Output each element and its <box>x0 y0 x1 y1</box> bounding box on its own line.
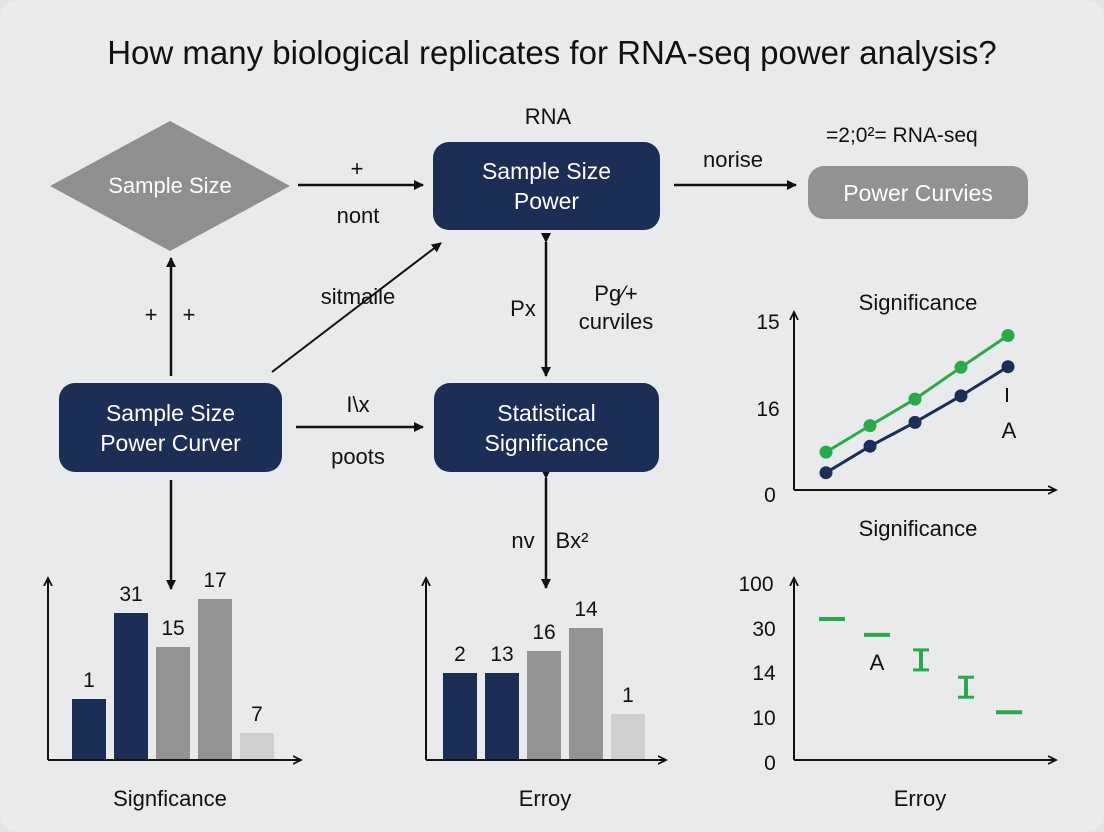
sample-size-diamond <box>50 121 290 251</box>
bar-2-2 <box>527 651 561 759</box>
bar-1-1 <box>114 613 148 759</box>
diamond-label: Sample Size <box>108 173 232 198</box>
line-chart-ytick-1: 16 <box>756 398 779 421</box>
bar-label-1-4: 7 <box>251 703 263 726</box>
rna-caption: RNA <box>524 104 572 129</box>
bar-label-2-4: 1 <box>622 684 634 707</box>
line-point-navy-4 <box>1001 360 1015 374</box>
page-title: How many biological replicates for RNA-s… <box>107 34 997 71</box>
arrow-diagonal <box>271 242 442 373</box>
line-point-green-2 <box>908 392 922 406</box>
power-curver-box: Sample Size Power Curver <box>59 383 282 472</box>
arrow-label-bx: Bx² <box>555 528 589 553</box>
bar-label-1-1: 31 <box>119 583 142 606</box>
statistical-significance-box: Statistical Significance <box>434 383 659 472</box>
line-point-navy-1 <box>863 439 877 453</box>
line-point-green-1 <box>863 419 877 433</box>
line-chart-annotation: A <box>1002 418 1017 443</box>
bar-chart-2-xlabel: Erroy <box>519 786 572 811</box>
bar-chart-2: 2 13 16 14 1 Erroy <box>426 578 666 811</box>
line-chart-ytick-0: 15 <box>756 311 779 334</box>
arrow-label-norise: norise <box>703 147 763 172</box>
line-point-green-0 <box>819 445 833 459</box>
sample-size-power-box: Sample Size Power <box>433 142 660 230</box>
arrow-label-poots: poots <box>331 444 385 469</box>
bar-label-1-2: 15 <box>161 617 184 640</box>
power-curver-label: Sample Size Power Curver <box>100 399 241 456</box>
bar-label-2-1: 13 <box>490 643 513 666</box>
bar-label-2-0: 2 <box>454 643 466 666</box>
scatter-ytick-2: 14 <box>752 662 776 685</box>
scatter-ytick-4: 0 <box>764 752 776 775</box>
power-curves-caption: =2;0²= RNA-seq <box>826 124 978 147</box>
scatter-ytick-3: 10 <box>752 707 775 730</box>
arrow-label-plus-right: + <box>182 302 196 327</box>
statistical-significance-label: Statistical Significance <box>484 399 609 456</box>
bar-1-2 <box>156 647 190 759</box>
arrow-label-plus-left: + <box>144 302 158 327</box>
scatter-ytick-0: 100 <box>738 573 773 596</box>
line-point-navy-2 <box>908 415 922 429</box>
bar-label-2-3: 14 <box>574 598 598 621</box>
arrow-label-ix: I\x <box>346 392 370 417</box>
bar-1-4 <box>240 733 274 759</box>
line-point-navy-0 <box>819 466 833 480</box>
arrow-label-curviles: Pg⁄+ curviles <box>578 281 654 334</box>
bar-chart-1: 1 31 15 17 7 Signficance <box>48 569 301 811</box>
bar-label-2-2: 16 <box>532 621 555 644</box>
scatter-point-2 <box>913 648 929 672</box>
arrow-label-sitmaile: sitmaile <box>320 284 396 309</box>
scatter-annotation: A <box>870 650 885 675</box>
sample-size-power-label: Sample Size Power <box>481 158 612 214</box>
line-chart-ytick-2: 0 <box>764 484 776 507</box>
bar-2-4 <box>611 714 645 759</box>
arrow-label-nv: nv <box>511 528 535 553</box>
scatter-xlabel: Erroy <box>894 786 947 811</box>
arrow-label-nont: nont <box>336 203 380 228</box>
line-chart-title: Significance <box>859 290 978 315</box>
line-point-green-4 <box>1001 329 1015 342</box>
bar-1-3 <box>198 599 232 759</box>
scatter-chart: 100 30 14 10 0 A Erroy <box>738 573 1056 811</box>
bar-label-1-3: 17 <box>203 569 226 592</box>
bar-2-1 <box>485 673 519 759</box>
bar-1-0 <box>72 699 106 759</box>
bar-2-3 <box>569 628 603 759</box>
arrow-label-px: Px <box>510 296 536 321</box>
bar-2-0 <box>443 673 477 759</box>
scatter-ytick-1: 30 <box>752 618 775 641</box>
scatter-point-3 <box>958 675 974 699</box>
line-chart: Significance 15 16 0 A Significance <box>756 290 1056 541</box>
line-point-green-3 <box>954 360 968 374</box>
power-curves-box: Power Curvies <box>808 166 1028 219</box>
arrow-label-plus: + <box>350 156 364 181</box>
power-curves-label: Power Curvies <box>843 179 993 206</box>
bar-chart-1-xlabel: Signficance <box>113 786 227 811</box>
line-point-navy-3 <box>954 389 968 403</box>
bar-label-1-0: 1 <box>83 669 95 692</box>
line-chart-xlabel: Significance <box>859 516 978 541</box>
